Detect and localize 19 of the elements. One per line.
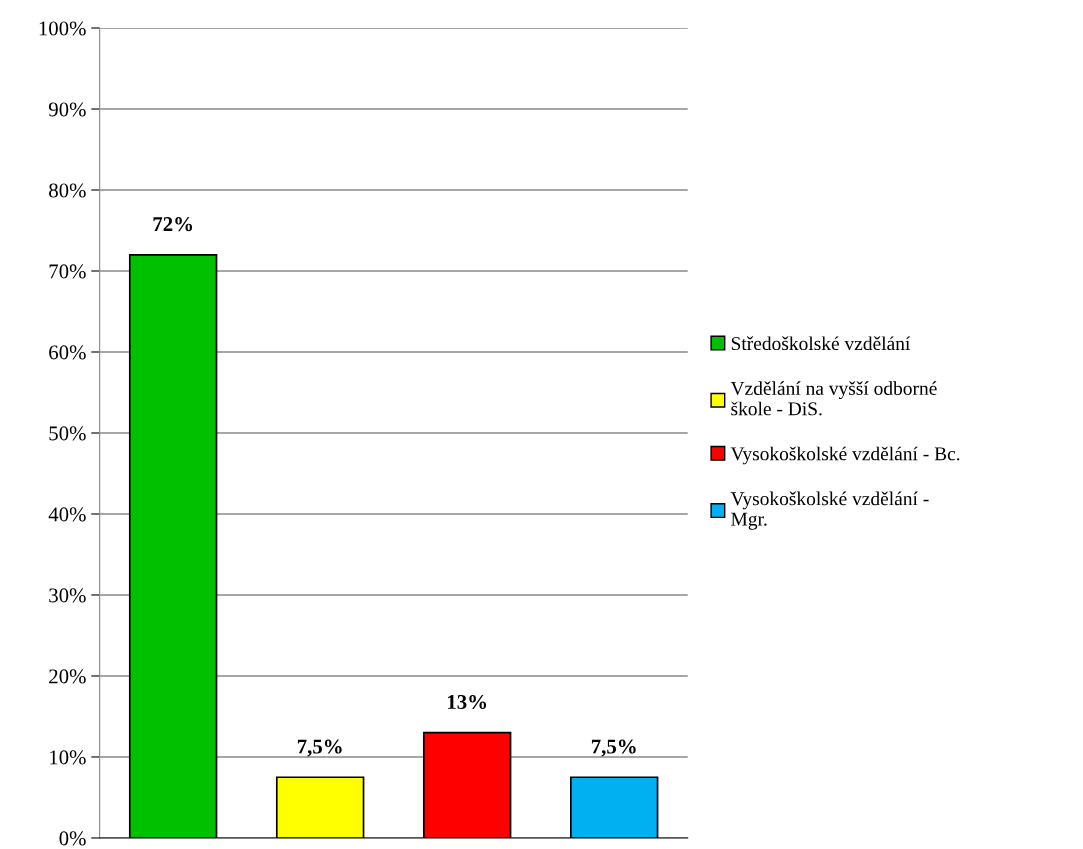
legend-label: Středoškolské vzdělání — [731, 336, 911, 351]
y-tick-label: 80% — [49, 183, 86, 198]
y-tick-label: 0% — [59, 831, 86, 846]
y-tick-label: 90% — [48, 102, 86, 117]
legend-label: Vysokoškolské vzdělání - Mgr. — [730, 491, 929, 530]
y-tick-label: 20% — [49, 669, 86, 684]
data-label: 7,5% — [591, 739, 636, 757]
y-tick-label: 60% — [49, 345, 86, 360]
y-tick-label: 70% — [49, 264, 86, 279]
y-tick-label: 40% — [48, 507, 86, 522]
data-label: 13% — [448, 694, 487, 710]
data-label: 72% — [153, 217, 193, 232]
legend-label: Vzdělání na vyšší odborné škole - DiS. — [730, 381, 937, 416]
legend-label: Vysokoškolské vzdělání - Bc. — [730, 446, 960, 465]
data-label: 7,5% — [297, 739, 342, 757]
y-tick-label: 10% — [50, 750, 86, 765]
y-tick-label: 100% — [39, 21, 86, 36]
y-tick-label: 50% — [49, 426, 86, 441]
y-tick-label: 30% — [49, 588, 86, 603]
